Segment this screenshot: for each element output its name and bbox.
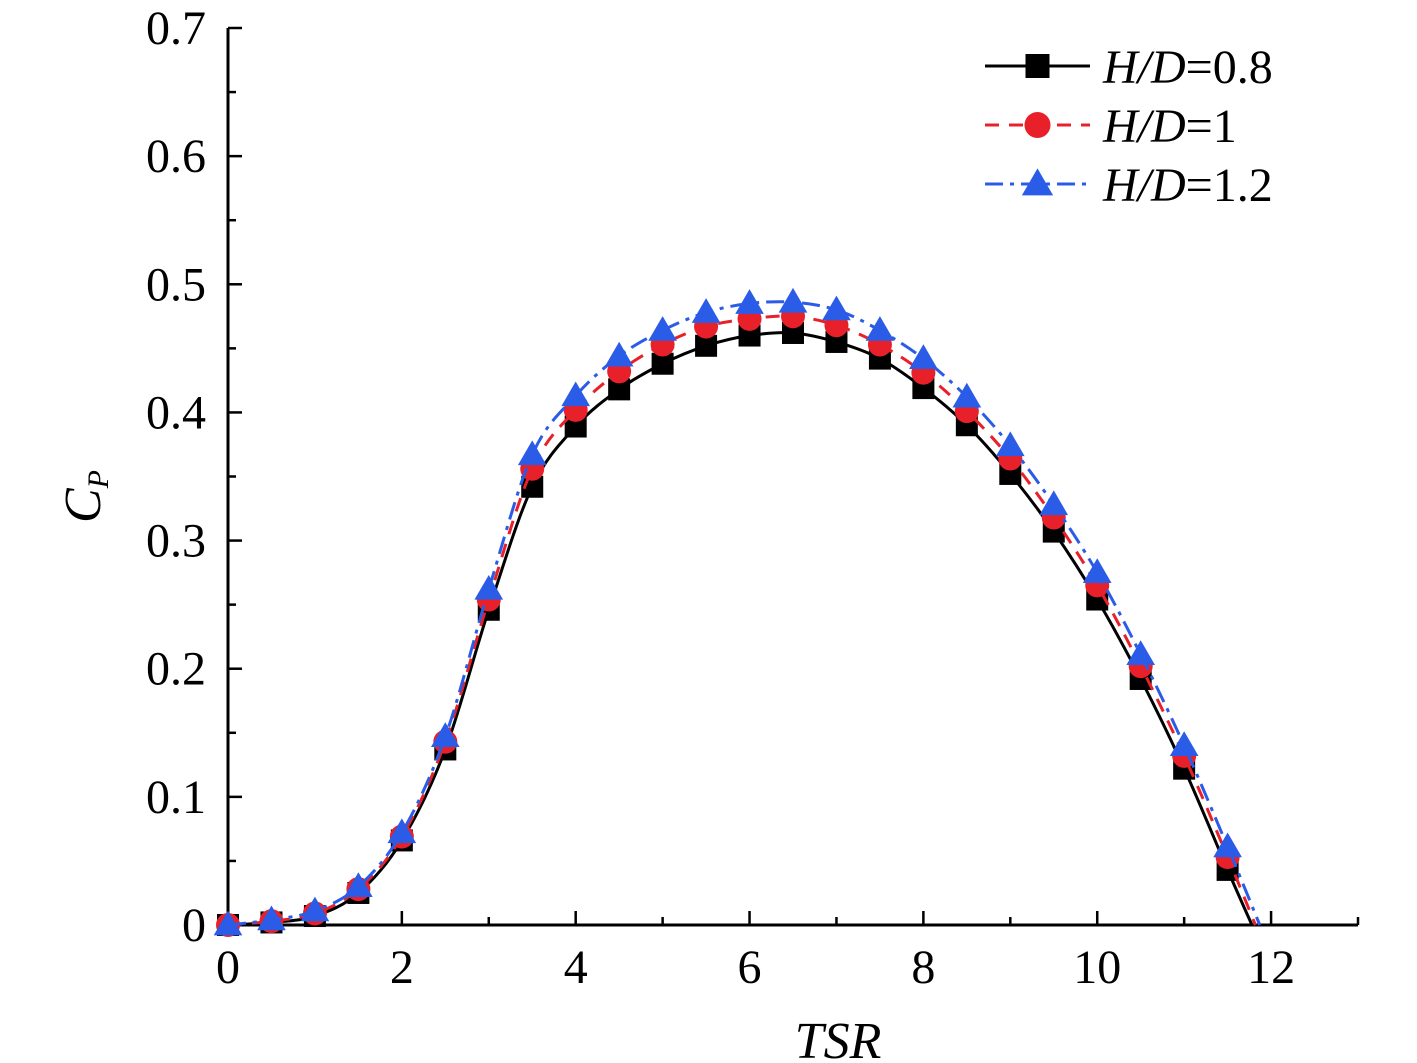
y-tick-label: 0 bbox=[182, 899, 206, 952]
data-point bbox=[604, 341, 634, 367]
data-point bbox=[564, 415, 587, 438]
y-tick-label: 0.7 bbox=[146, 2, 206, 55]
y-axis-title-subscript: P bbox=[82, 470, 115, 489]
data-point bbox=[1126, 640, 1156, 666]
svg-text:CP: CP bbox=[55, 470, 115, 523]
series-H-D-0.8 bbox=[217, 321, 1254, 936]
data-point bbox=[608, 378, 631, 401]
data-point bbox=[782, 321, 804, 344]
data-point bbox=[825, 330, 848, 353]
data-point bbox=[651, 352, 674, 375]
data-point bbox=[735, 289, 764, 314]
data-point bbox=[213, 910, 243, 936]
legend-label: H/D=1.2 bbox=[1102, 159, 1273, 212]
data-point bbox=[474, 574, 504, 600]
series-line bbox=[227, 314, 1257, 927]
y-tick-label: 0.4 bbox=[146, 386, 206, 439]
data-point bbox=[648, 316, 677, 341]
x-tick-label: 0 bbox=[216, 941, 240, 994]
data-point bbox=[430, 722, 460, 748]
data-point bbox=[517, 440, 547, 466]
y-tick-label: 0.6 bbox=[146, 130, 206, 183]
legend-marker bbox=[1021, 168, 1054, 196]
legend-marker bbox=[1024, 112, 1051, 138]
data-point bbox=[952, 382, 982, 408]
series-H-D-1.2 bbox=[213, 287, 1262, 936]
x-tick-label: 10 bbox=[1073, 941, 1121, 994]
data-point bbox=[909, 344, 938, 370]
legend-marker bbox=[1025, 54, 1050, 78]
x-tick-label: 4 bbox=[564, 941, 588, 994]
data-point bbox=[387, 818, 417, 844]
data-point bbox=[1213, 832, 1242, 858]
y-axis-title: CP bbox=[55, 470, 115, 523]
data-point bbox=[561, 381, 591, 407]
series-line bbox=[227, 300, 1262, 927]
data-point bbox=[1169, 731, 1199, 756]
axes: 0 2 4 6 8 10 12 0 0.1 0.2 0.3 0.4 0.5 0.6 0.7 bbox=[146, 2, 1360, 994]
data-point bbox=[257, 905, 286, 931]
data-point bbox=[778, 287, 808, 313]
data-point bbox=[995, 431, 1025, 457]
x-tick-label: 8 bbox=[911, 941, 935, 994]
y-tick-label: 0.5 bbox=[146, 258, 206, 311]
data-point bbox=[738, 324, 761, 347]
legend-item: H/D=1.2 bbox=[985, 159, 1273, 212]
legend-item: H/D=0.8 bbox=[985, 41, 1273, 94]
data-point bbox=[865, 316, 895, 341]
data-point bbox=[1082, 558, 1112, 584]
data-point bbox=[822, 295, 851, 321]
data-point bbox=[691, 298, 721, 323]
y-axis-title-main: C bbox=[55, 487, 112, 523]
series-H-D-1 bbox=[216, 304, 1257, 937]
data-point bbox=[1039, 490, 1069, 516]
x-tick-label: 12 bbox=[1247, 941, 1295, 994]
data-point bbox=[344, 872, 373, 897]
data-point bbox=[300, 896, 330, 922]
y-tick-label: 0.1 bbox=[146, 771, 206, 824]
x-ticks: 0 2 4 6 8 10 12 bbox=[216, 911, 1360, 994]
x-tick-label: 6 bbox=[738, 941, 762, 994]
legend-label: H/D=1 bbox=[1102, 100, 1237, 153]
x-axis-title: TSR bbox=[795, 1013, 882, 1063]
series-layer bbox=[213, 287, 1262, 937]
legend-label: H/D=0.8 bbox=[1102, 41, 1273, 94]
x-tick-label: 2 bbox=[390, 941, 414, 994]
data-point bbox=[695, 334, 718, 357]
y-tick-label: 0.2 bbox=[146, 643, 206, 696]
y-ticks: 0 0.1 0.2 0.3 0.4 0.5 0.6 0.7 bbox=[146, 2, 242, 952]
y-tick-label: 0.3 bbox=[146, 515, 206, 568]
series-line bbox=[227, 331, 1254, 927]
legend-item: H/D=1 bbox=[985, 100, 1237, 153]
legend: H/D=0.8 H/D=1 H/D=1.2 bbox=[985, 41, 1273, 212]
